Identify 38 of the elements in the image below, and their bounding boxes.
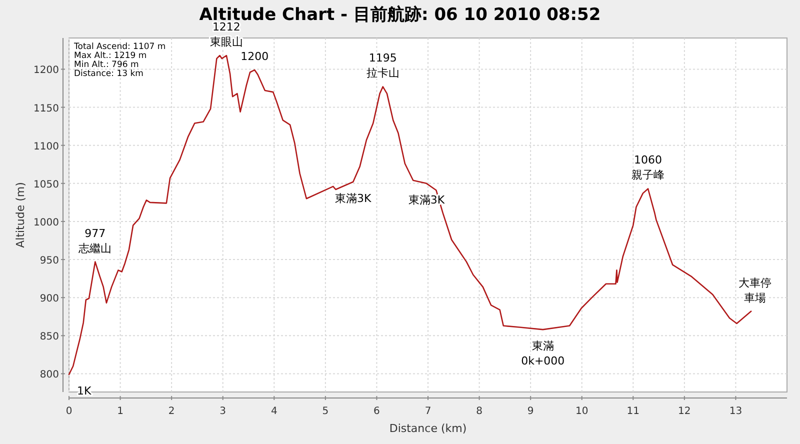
- y-axis-title: Altitude (m): [14, 182, 27, 248]
- x-tick-label: 11: [626, 406, 640, 417]
- y-tick-label: 850: [40, 332, 59, 343]
- annotation: Total Ascend: 1107 m: [73, 42, 166, 52]
- annotation: 1212 東眼山: [210, 20, 243, 49]
- x-tick-label: 5: [322, 406, 329, 417]
- annotation: Distance: 13 km: [74, 69, 144, 79]
- x-tick-label: 7: [424, 406, 432, 417]
- x-tick-label: 10: [575, 406, 588, 417]
- annotation: 1200: [240, 50, 269, 63]
- x-tick-label: 1: [117, 406, 124, 417]
- x-tick-label: 6: [374, 406, 380, 417]
- x-tick-label: 13: [729, 406, 742, 417]
- annotation: 東滿 0k+000: [521, 340, 565, 368]
- x-tick-label: 3: [220, 406, 226, 417]
- y-tick-label: 900: [40, 294, 59, 305]
- annotation: 977 志繼山: [78, 226, 112, 255]
- x-tick-label: 9: [527, 406, 534, 417]
- x-axis-title: Distance (km): [389, 422, 467, 435]
- y-tick-label: 1200: [34, 65, 59, 76]
- annotation: 1K: [77, 384, 92, 398]
- annotation: 東滿3K: [335, 192, 372, 205]
- x-tick-label: 4: [270, 406, 278, 417]
- y-tick-label: 950: [40, 256, 59, 267]
- annotation: Min Alt.: 796 m: [74, 60, 139, 70]
- annotation: Max Alt.: 1219 m: [74, 51, 147, 61]
- annotation: 1060 親子峰: [632, 154, 665, 182]
- x-tick-label: 0: [66, 406, 72, 417]
- y-tick-label: 1000: [34, 217, 59, 228]
- annotation: 1195 拉卡山: [366, 52, 400, 80]
- y-tick-label: 1050: [34, 179, 59, 190]
- y-tick-label: 1150: [34, 103, 59, 114]
- y-tick-label: 1100: [34, 141, 59, 152]
- annotation: 大車停車場: [738, 276, 772, 304]
- x-tick-label: 8: [476, 406, 482, 417]
- x-tick-label: 2: [168, 406, 175, 417]
- y-tick-label: 800: [40, 370, 59, 381]
- x-tick-label: 12: [678, 406, 691, 417]
